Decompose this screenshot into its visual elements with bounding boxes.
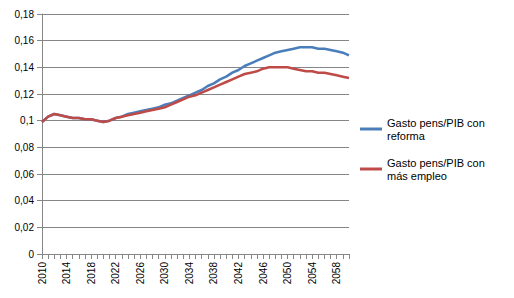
svg-text:Gasto pens/PIB con: Gasto pens/PIB con [387,157,488,169]
svg-text:2038: 2038 [208,262,219,285]
svg-text:0,06: 0,06 [15,169,35,180]
svg-text:2054: 2054 [307,262,318,285]
svg-text:2018: 2018 [86,262,97,285]
svg-text:0,08: 0,08 [15,142,35,153]
svg-text:Gasto pens/PIB con: Gasto pens/PIB con [387,117,488,129]
svg-text:0,12: 0,12 [15,89,35,100]
svg-text:0,14: 0,14 [15,62,35,73]
svg-text:2042: 2042 [233,262,244,285]
svg-text:2022: 2022 [110,262,121,285]
svg-text:reforma: reforma [387,130,426,142]
svg-text:2058: 2058 [331,262,342,285]
svg-text:0,02: 0,02 [15,222,35,233]
svg-text:2026: 2026 [135,262,146,285]
svg-text:2014: 2014 [61,262,72,285]
svg-text:0,1: 0,1 [20,115,34,126]
svg-text:2010: 2010 [37,262,48,285]
svg-text:0,18: 0,18 [15,9,35,20]
svg-text:0: 0 [28,249,34,260]
svg-text:2050: 2050 [282,262,293,285]
svg-text:0,04: 0,04 [15,195,35,206]
svg-text:2046: 2046 [258,262,269,285]
svg-text:2030: 2030 [159,262,170,285]
svg-text:0,16: 0,16 [15,35,35,46]
svg-text:2034: 2034 [184,262,195,285]
svg-text:más empleo: más empleo [387,170,447,182]
